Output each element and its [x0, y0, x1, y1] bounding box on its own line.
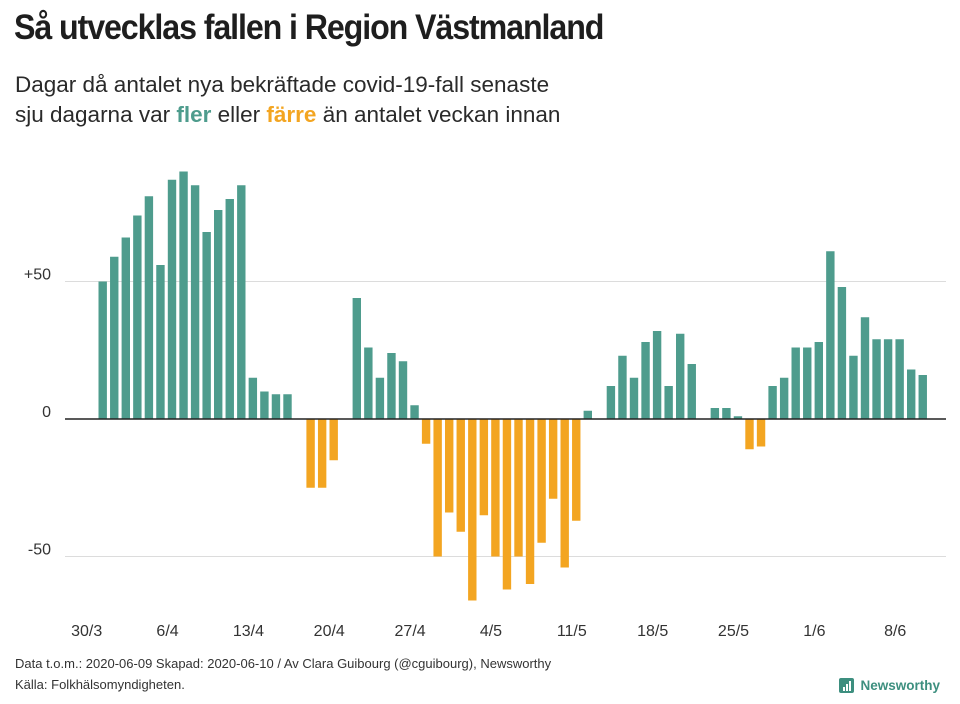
subtitle-more-highlight: fler [176, 102, 212, 127]
bar-26 [398, 361, 408, 419]
bar-35 [502, 419, 512, 590]
bar-29 [433, 419, 442, 557]
bar-61 [803, 347, 812, 419]
subtitle-line-1: Dagar då antalet nya bekräftade covid-19… [15, 72, 550, 97]
bar-18 [306, 419, 315, 488]
bar-24 [375, 377, 385, 419]
subtitle-line-2: sju dagarna var fler eller färre än anta… [15, 100, 560, 130]
bar-7 [179, 171, 188, 419]
bar-3 [133, 215, 142, 419]
x-tick-label-4: 27/4 [395, 623, 426, 640]
bar-40 [560, 419, 569, 568]
bar-14 [260, 391, 269, 419]
bar-0 [98, 281, 107, 419]
bar-32 [468, 419, 477, 601]
bar-53 [710, 408, 720, 419]
bar-2 [121, 237, 130, 419]
subtitle-text-pre: sju dagarna var [15, 102, 177, 127]
bar-31 [456, 419, 465, 532]
bar-70 [907, 369, 916, 419]
chart-title: Så utvecklas fallen i Region Västmanland [14, 8, 604, 47]
bar-68 [883, 339, 893, 419]
newsworthy-icon [839, 678, 855, 693]
bar-66 [860, 317, 870, 419]
bar-59 [779, 377, 789, 419]
bar-39 [548, 419, 558, 499]
bar-22 [352, 298, 361, 419]
footer-credits: Data t.o.m.: 2020-06-09 Skapad: 2020-06-… [15, 656, 552, 671]
bar-4 [144, 196, 154, 419]
y-tick-label-2: -50 [28, 542, 51, 559]
bar-27 [410, 405, 419, 419]
bar-9 [202, 232, 211, 419]
bar-60 [791, 347, 800, 419]
bar-20 [329, 419, 338, 461]
bar-chart: +50 0 -50 30/3 6/4 13/4 20/4 27/4 4/5 11/5 18/5 25… [24, 171, 946, 640]
bar-6 [167, 179, 177, 419]
footer-source: Källa: Folkhälsomyndigheten. [15, 677, 185, 692]
bar-38 [537, 419, 546, 543]
bar-19 [317, 419, 327, 488]
x-tick-label-3: 20/4 [314, 623, 345, 640]
bar-49 [664, 386, 673, 419]
chart-footer: Data t.o.m.: 2020-06-09 Skapad: 2020-06-… [15, 653, 551, 695]
bar-25 [387, 353, 396, 419]
bar-48 [652, 331, 662, 419]
bar-16 [283, 394, 292, 419]
bar-15 [271, 394, 281, 419]
bar-56 [745, 419, 754, 450]
x-tick-label-8: 25/5 [718, 623, 749, 640]
bar-69 [895, 339, 904, 419]
bar-71 [918, 375, 927, 419]
bar-58 [768, 386, 777, 419]
bar-63 [826, 251, 835, 419]
bar-30 [445, 419, 454, 513]
x-tick-label-7: 18/5 [637, 623, 668, 640]
bar-64 [837, 287, 847, 419]
bar-33 [479, 419, 489, 516]
x-tick-label-5: 4/5 [480, 623, 502, 640]
bar-46 [629, 377, 639, 419]
bar-54 [722, 408, 731, 419]
bar-47 [641, 342, 650, 419]
bar-34 [491, 419, 500, 557]
bar-57 [756, 419, 766, 447]
bar-50 [676, 333, 685, 419]
x-tick-label-9: 1/6 [803, 623, 825, 640]
bar-1 [110, 256, 119, 419]
brand-logo: Newsworthy [839, 678, 940, 693]
chart-subtitle: Dagar då antalet nya bekräftade covid-19… [15, 70, 560, 130]
bar-5 [156, 265, 165, 419]
bar-44 [606, 386, 616, 419]
x-tick-label-1: 6/4 [156, 623, 178, 640]
bar-11 [225, 199, 234, 419]
bar-37 [525, 419, 535, 584]
y-tick-label-1: 0 [42, 404, 51, 421]
bar-42 [583, 410, 592, 419]
subtitle-less-highlight: färre [266, 102, 317, 127]
x-tick-label-0: 30/3 [71, 623, 102, 640]
bar-23 [364, 347, 373, 419]
x-tick-label-6: 11/5 [557, 623, 587, 640]
bar-51 [687, 364, 696, 419]
y-tick-label-0: +50 [24, 267, 51, 284]
bar-45 [618, 355, 627, 419]
brand-name: Newsworthy [860, 678, 940, 693]
bar-36 [514, 419, 523, 557]
bar-67 [872, 339, 881, 419]
bar-28 [421, 419, 431, 444]
bar-8 [190, 185, 200, 419]
subtitle-text-post: än antalet veckan innan [316, 102, 561, 127]
bar-55 [733, 416, 743, 419]
bar-12 [237, 185, 246, 419]
x-tick-label-2: 13/4 [233, 623, 264, 640]
bar-65 [849, 355, 858, 419]
subtitle-text-mid: eller [211, 102, 267, 127]
bar-41 [572, 419, 581, 521]
bar-13 [248, 377, 258, 419]
bar-10 [214, 210, 223, 419]
bar-62 [814, 342, 823, 419]
x-tick-label-10: 8/6 [884, 623, 906, 640]
